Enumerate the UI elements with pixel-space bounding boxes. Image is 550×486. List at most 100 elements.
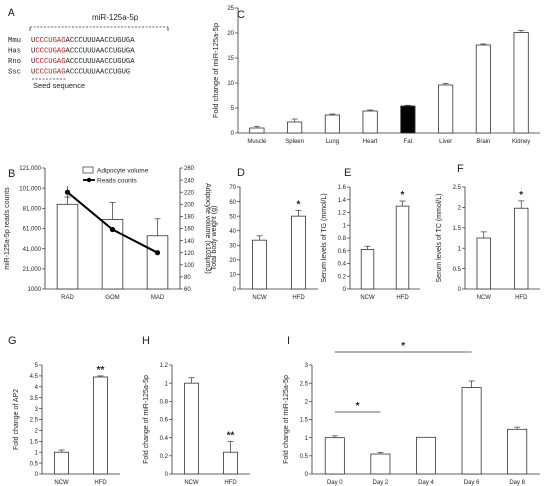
y-tick-label: 0.4 [338,262,347,268]
bar [360,249,375,290]
seq-tail: ACCCUUUAACCUGUGA [66,37,136,45]
y-tick-label: 4 [35,385,39,391]
y-tick-label: 0.2 [160,454,169,460]
y-tick-label: 1 [305,436,309,442]
y-tick-label: 0.4 [160,436,169,442]
right-y-tick-label: 240 [184,178,195,184]
bar [362,110,378,134]
panel-letter-b: B [8,168,15,180]
y-tick-label: 3 [305,363,309,369]
right-y-tick-label: 60 [184,287,191,293]
bar [184,382,199,475]
panel-letter-f: F [457,163,464,175]
y-tick-label: 0.5 [453,267,462,273]
x-tick-label: Heart [363,139,378,145]
y-tick-label: 101,000 [19,186,41,192]
x-tick-label: Day 8 [509,480,525,486]
x-tick-label: NCW [54,480,69,486]
x-tick-label: Kidney [512,139,530,145]
seq-prefix: U [31,37,35,45]
right-y-tick-label: 220 [184,190,195,196]
seed-region: CCCUGAG [35,58,65,66]
chart-panels: B100021,00041,00061,00081,000101,000121,… [4,6,540,486]
legend-swatch-point [86,177,92,183]
y-tick-label: 1 [165,381,169,387]
y-tick-label: 15 [227,56,234,62]
x-tick-label: Day 6 [464,480,480,486]
y-tick-label: 1 [458,246,462,252]
y-axis-title: Serum levels of TG (mmol/L) [321,193,328,282]
y-tick-label: 61,000 [23,227,42,233]
y-axis-title: miR-125a-5p reads counts [4,187,11,270]
bar [93,376,108,475]
y-tick-label: 81,000 [23,207,42,213]
x-tick-label: NCW [360,295,375,301]
bar [223,451,238,475]
panel-letter-c: C [237,9,245,21]
y-tick-label: 0 [458,287,462,293]
x-tick-label: Day 4 [418,480,434,486]
bar [291,215,306,290]
seq-prefix: U [31,58,35,66]
y-tick-label: 5 [231,106,235,112]
y-axis-title: Fold change of AP2 [13,389,20,450]
significance-mark: * [519,190,523,201]
x-tick-label: HFD [396,295,409,301]
panel-letter-d: D [237,167,245,179]
bar [249,127,265,134]
panel-f: F 0 0.5 1 1.5 2 2.5 Serum levels of TC (mmol/L)… [436,163,540,301]
y-tick-label: 1.4 [338,198,347,204]
y-tick-label: 21,000 [23,267,42,273]
seed-sequence-label: Seed sequence [33,81,85,90]
right-y-tick-label: 120 [184,251,195,257]
y-axis-title: Total body weight (g) [211,206,218,271]
y-tick-label: 10 [227,81,234,87]
panel-e: E 0 0.2 0.4 0.6 0.8 1 1.2 1.4 1.6 Serum levels of … [321,167,420,301]
y-tick-label: 60 [229,200,236,206]
seq-tail: ACCCUUUAACCUGUG [66,69,131,77]
y-axis-title: Fold change of miR-125a-5p [143,375,150,464]
y-tick-label: 1.5 [30,440,39,446]
y-tick-label: 0 [233,287,237,293]
legend-label: Reads counts [97,178,137,185]
bar [400,105,416,134]
bar [370,453,391,475]
x-tick-label: NCW [252,295,267,301]
seq-tail: ACCCUUUAACCUGUGA [66,48,136,56]
y-tick-label: 25 [227,6,234,12]
bar [324,114,340,134]
alignment-row: Rno UCCCUGAGACCCUUUAACCUGUGA [8,58,135,66]
panel-a-alignment: A miR-125a-5p Mmu UCCCUGAGACCCUUUAACCUGUG… [8,8,169,90]
y-tick-label: 70 [229,185,236,191]
x-tick-label: Lung [326,139,339,145]
bar [476,237,491,290]
y-axis-title: Fold change of miR-125a-5p [211,23,220,118]
x-tick-label: MAD [151,295,165,301]
x-tick-label: NCW [184,480,199,486]
right-y-tick-label: 160 [184,227,195,233]
y-tick-label: 0.6 [160,418,169,424]
line-point [154,250,161,256]
bar [287,121,303,134]
panel-c: C 0 5 10 15 20 25 Fold change of miR-125a-5p Mus… [211,6,540,145]
legend-swatch-bar [82,166,94,174]
bar [438,84,454,134]
seed-region: CCCUGAG [35,69,65,77]
panel-letter-e: E [344,167,351,179]
y-tick-label: 0 [343,287,347,293]
panel-g: G 0 0.5 1 1.5 2 2.5 3 3.5 4 4.5 5 Fold change of AP2… [8,335,120,486]
y-tick-label: 2 [458,206,462,212]
y-tick-label: 0.2 [338,274,347,280]
y-tick-label: 2 [35,429,39,435]
y-tick-label: 5 [35,363,39,369]
y-tick-label: 121,000 [19,166,41,172]
x-tick-label: GOM [105,295,119,301]
x-tick-label: HFD [515,295,528,301]
y-tick-label: 1000 [28,287,42,293]
panel-b: B 1000 21,000 41,000 61,000 81,000 101,000 121,… [4,166,211,301]
bar [54,451,69,475]
legend-label: Adipocyte volume [97,168,149,175]
panel-d: D 0 10 20 30 40 50 60 70 Total body weight (g) NCW… [211,167,318,301]
y-tick-label: 1.5 [453,226,462,232]
y-tick-label: 1 [35,450,39,456]
